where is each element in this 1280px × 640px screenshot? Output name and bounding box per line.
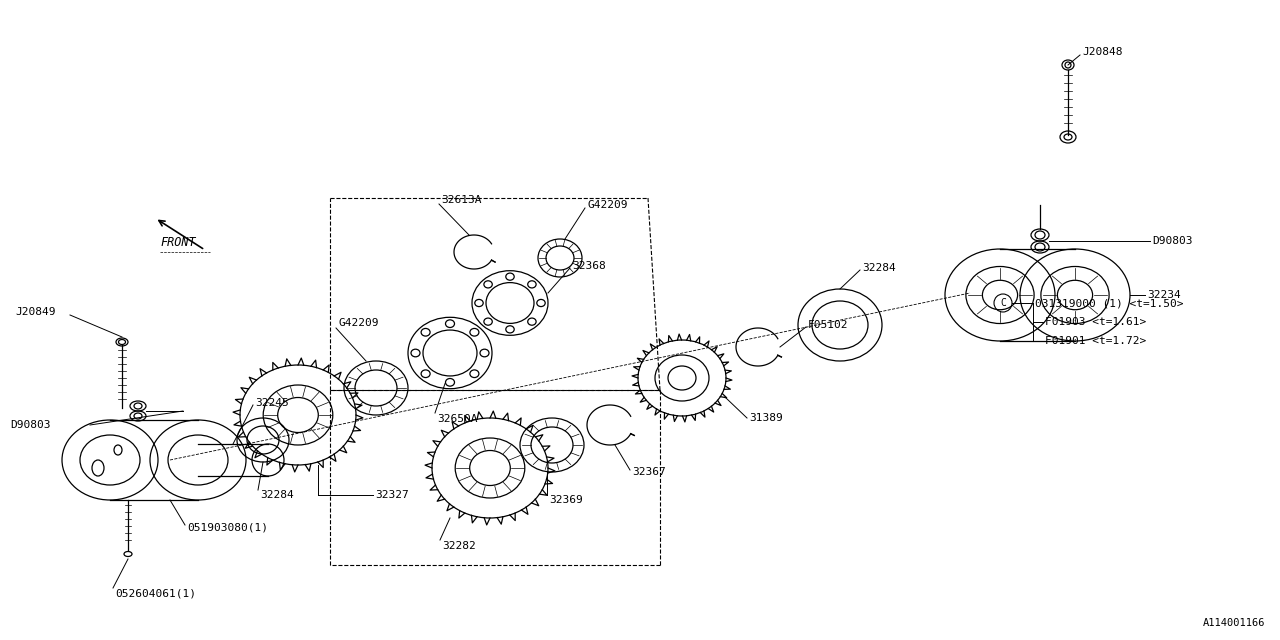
Text: FRONT: FRONT — [160, 236, 196, 248]
Text: 32369: 32369 — [549, 495, 582, 505]
Text: 32284: 32284 — [260, 490, 293, 500]
Text: 32282: 32282 — [442, 541, 476, 551]
Text: J20849: J20849 — [15, 307, 55, 317]
Text: 31389: 31389 — [749, 413, 783, 423]
Text: F01901 <t=1.72>: F01901 <t=1.72> — [1044, 336, 1147, 346]
Text: 32613A: 32613A — [442, 195, 481, 205]
Text: 32284: 32284 — [861, 263, 896, 273]
Text: F05102: F05102 — [808, 320, 849, 330]
Text: J20848: J20848 — [1082, 47, 1123, 57]
Text: 32650A: 32650A — [436, 414, 477, 424]
Text: 031319000 (1) <t=1.50>: 031319000 (1) <t=1.50> — [1036, 298, 1184, 308]
Text: D90803: D90803 — [1152, 236, 1193, 246]
Text: 32368: 32368 — [572, 261, 605, 271]
Text: 32367: 32367 — [632, 467, 666, 477]
Text: 052604061(1): 052604061(1) — [115, 589, 196, 599]
Text: G42209: G42209 — [588, 200, 627, 210]
Text: F01903 <t=1.61>: F01903 <t=1.61> — [1044, 317, 1147, 327]
Text: D90803: D90803 — [10, 420, 50, 430]
Text: A114001166: A114001166 — [1202, 618, 1265, 628]
Text: C: C — [1000, 298, 1006, 308]
Text: G42209: G42209 — [338, 318, 379, 328]
Text: 051903080(1): 051903080(1) — [187, 523, 268, 533]
Text: 32234: 32234 — [1147, 290, 1180, 300]
Text: 32327: 32327 — [375, 490, 408, 500]
Text: 32245: 32245 — [255, 398, 289, 408]
